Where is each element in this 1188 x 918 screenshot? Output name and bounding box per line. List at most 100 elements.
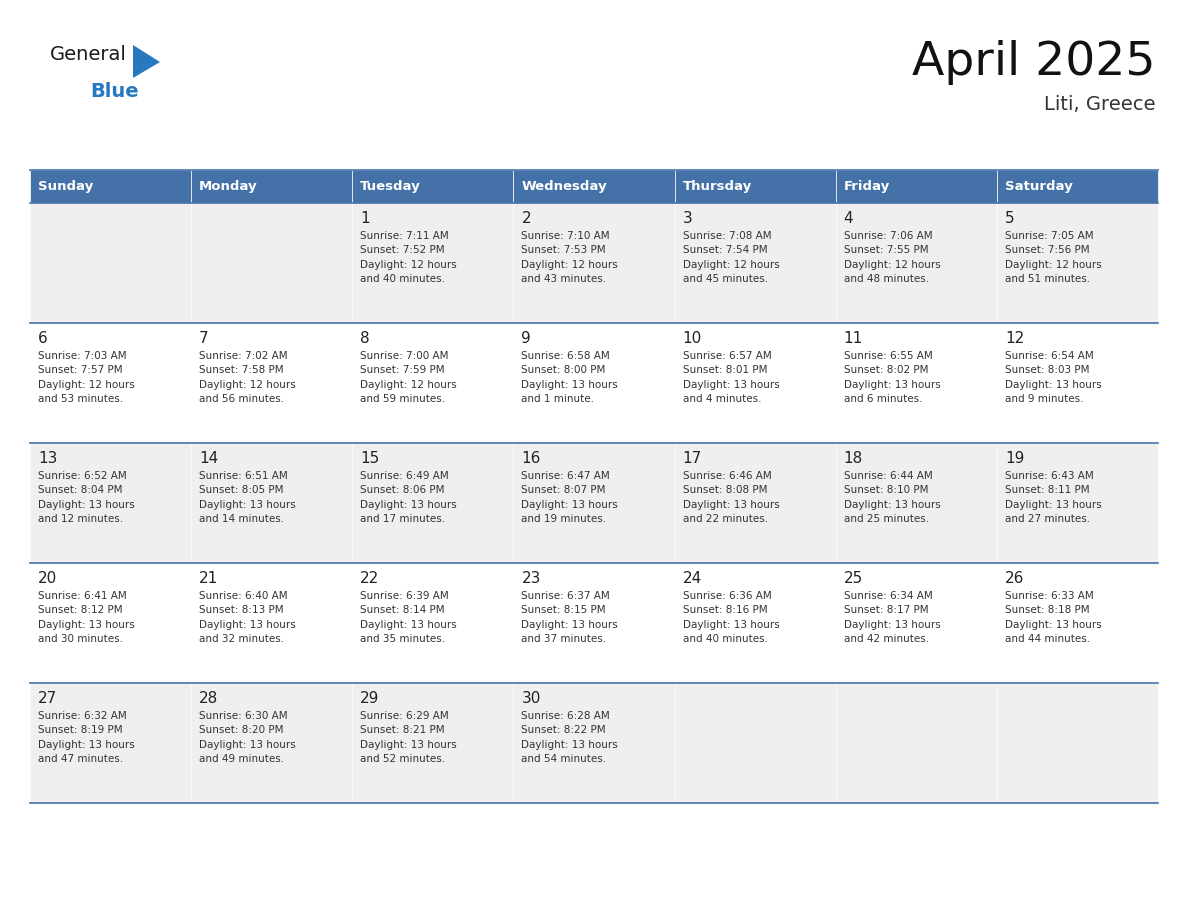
Bar	[997, 683, 1158, 803]
Text: Sunrise: 6:29 AM
Sunset: 8:21 PM
Daylight: 13 hours
and 52 minutes.: Sunrise: 6:29 AM Sunset: 8:21 PM Dayligh…	[360, 711, 457, 764]
Text: 25: 25	[843, 571, 862, 586]
Text: Sunrise: 6:39 AM
Sunset: 8:14 PM
Daylight: 13 hours
and 35 minutes.: Sunrise: 6:39 AM Sunset: 8:14 PM Dayligh…	[360, 591, 457, 644]
Text: Liti, Greece: Liti, Greece	[1043, 95, 1155, 114]
Bar	[997, 203, 1158, 323]
Bar	[675, 683, 835, 803]
Bar	[675, 443, 835, 563]
Text: 29: 29	[360, 691, 380, 706]
Text: Sunrise: 6:43 AM
Sunset: 8:11 PM
Daylight: 13 hours
and 27 minutes.: Sunrise: 6:43 AM Sunset: 8:11 PM Dayligh…	[1005, 471, 1101, 524]
Text: 10: 10	[683, 331, 702, 346]
Text: 19: 19	[1005, 451, 1024, 466]
Text: 18: 18	[843, 451, 862, 466]
Bar	[353, 170, 513, 203]
Text: 5: 5	[1005, 211, 1015, 226]
Bar	[30, 170, 191, 203]
Polygon shape	[133, 45, 160, 78]
Text: 12: 12	[1005, 331, 1024, 346]
Bar	[353, 323, 513, 443]
Bar	[997, 563, 1158, 683]
Text: Sunrise: 6:52 AM
Sunset: 8:04 PM
Daylight: 13 hours
and 12 minutes.: Sunrise: 6:52 AM Sunset: 8:04 PM Dayligh…	[38, 471, 134, 524]
Text: Sunrise: 6:30 AM
Sunset: 8:20 PM
Daylight: 13 hours
and 49 minutes.: Sunrise: 6:30 AM Sunset: 8:20 PM Dayligh…	[200, 711, 296, 764]
Text: 9: 9	[522, 331, 531, 346]
Text: 13: 13	[38, 451, 57, 466]
Text: April 2025: April 2025	[911, 40, 1155, 85]
Bar	[513, 683, 675, 803]
Bar	[30, 443, 191, 563]
Text: 1: 1	[360, 211, 369, 226]
Text: Sunrise: 6:44 AM
Sunset: 8:10 PM
Daylight: 13 hours
and 25 minutes.: Sunrise: 6:44 AM Sunset: 8:10 PM Dayligh…	[843, 471, 941, 524]
Text: Sunrise: 7:11 AM
Sunset: 7:52 PM
Daylight: 12 hours
and 40 minutes.: Sunrise: 7:11 AM Sunset: 7:52 PM Dayligh…	[360, 231, 457, 285]
Text: Sunrise: 7:05 AM
Sunset: 7:56 PM
Daylight: 12 hours
and 51 minutes.: Sunrise: 7:05 AM Sunset: 7:56 PM Dayligh…	[1005, 231, 1101, 285]
Bar	[675, 563, 835, 683]
Text: Sunrise: 6:36 AM
Sunset: 8:16 PM
Daylight: 13 hours
and 40 minutes.: Sunrise: 6:36 AM Sunset: 8:16 PM Dayligh…	[683, 591, 779, 644]
Text: Sunrise: 6:41 AM
Sunset: 8:12 PM
Daylight: 13 hours
and 30 minutes.: Sunrise: 6:41 AM Sunset: 8:12 PM Dayligh…	[38, 591, 134, 644]
Bar	[835, 563, 997, 683]
Text: Sunrise: 6:40 AM
Sunset: 8:13 PM
Daylight: 13 hours
and 32 minutes.: Sunrise: 6:40 AM Sunset: 8:13 PM Dayligh…	[200, 591, 296, 644]
Text: 24: 24	[683, 571, 702, 586]
Text: 23: 23	[522, 571, 541, 586]
Text: 15: 15	[360, 451, 379, 466]
Text: Sunrise: 7:03 AM
Sunset: 7:57 PM
Daylight: 12 hours
and 53 minutes.: Sunrise: 7:03 AM Sunset: 7:57 PM Dayligh…	[38, 351, 134, 404]
Bar	[353, 443, 513, 563]
Bar	[675, 170, 835, 203]
Bar	[997, 170, 1158, 203]
Text: Sunrise: 6:47 AM
Sunset: 8:07 PM
Daylight: 13 hours
and 19 minutes.: Sunrise: 6:47 AM Sunset: 8:07 PM Dayligh…	[522, 471, 618, 524]
Text: Friday: Friday	[843, 180, 890, 193]
Text: 22: 22	[360, 571, 379, 586]
Text: Sunrise: 6:33 AM
Sunset: 8:18 PM
Daylight: 13 hours
and 44 minutes.: Sunrise: 6:33 AM Sunset: 8:18 PM Dayligh…	[1005, 591, 1101, 644]
Text: 26: 26	[1005, 571, 1024, 586]
Bar	[191, 443, 353, 563]
Bar	[675, 203, 835, 323]
Bar	[30, 203, 191, 323]
Text: Sunrise: 7:10 AM
Sunset: 7:53 PM
Daylight: 12 hours
and 43 minutes.: Sunrise: 7:10 AM Sunset: 7:53 PM Dayligh…	[522, 231, 618, 285]
Bar	[835, 203, 997, 323]
Bar	[835, 683, 997, 803]
Text: Sunrise: 6:46 AM
Sunset: 8:08 PM
Daylight: 13 hours
and 22 minutes.: Sunrise: 6:46 AM Sunset: 8:08 PM Dayligh…	[683, 471, 779, 524]
Bar	[191, 170, 353, 203]
Text: Thursday: Thursday	[683, 180, 752, 193]
Text: Sunrise: 6:34 AM
Sunset: 8:17 PM
Daylight: 13 hours
and 42 minutes.: Sunrise: 6:34 AM Sunset: 8:17 PM Dayligh…	[843, 591, 941, 644]
Text: Sunrise: 7:06 AM
Sunset: 7:55 PM
Daylight: 12 hours
and 48 minutes.: Sunrise: 7:06 AM Sunset: 7:55 PM Dayligh…	[843, 231, 941, 285]
Text: Saturday: Saturday	[1005, 180, 1073, 193]
Text: 16: 16	[522, 451, 541, 466]
Text: Sunrise: 6:51 AM
Sunset: 8:05 PM
Daylight: 13 hours
and 14 minutes.: Sunrise: 6:51 AM Sunset: 8:05 PM Dayligh…	[200, 471, 296, 524]
Bar	[835, 323, 997, 443]
Text: Sunrise: 6:55 AM
Sunset: 8:02 PM
Daylight: 13 hours
and 6 minutes.: Sunrise: 6:55 AM Sunset: 8:02 PM Dayligh…	[843, 351, 941, 404]
Text: 17: 17	[683, 451, 702, 466]
Bar	[513, 170, 675, 203]
Text: 28: 28	[200, 691, 219, 706]
Text: Sunrise: 6:54 AM
Sunset: 8:03 PM
Daylight: 13 hours
and 9 minutes.: Sunrise: 6:54 AM Sunset: 8:03 PM Dayligh…	[1005, 351, 1101, 404]
Text: 8: 8	[360, 331, 369, 346]
Text: Sunrise: 6:37 AM
Sunset: 8:15 PM
Daylight: 13 hours
and 37 minutes.: Sunrise: 6:37 AM Sunset: 8:15 PM Dayligh…	[522, 591, 618, 644]
Bar	[513, 323, 675, 443]
Text: Sunrise: 7:00 AM
Sunset: 7:59 PM
Daylight: 12 hours
and 59 minutes.: Sunrise: 7:00 AM Sunset: 7:59 PM Dayligh…	[360, 351, 457, 404]
Bar	[30, 563, 191, 683]
Text: Sunrise: 6:58 AM
Sunset: 8:00 PM
Daylight: 13 hours
and 1 minute.: Sunrise: 6:58 AM Sunset: 8:00 PM Dayligh…	[522, 351, 618, 404]
Bar	[835, 170, 997, 203]
Text: 30: 30	[522, 691, 541, 706]
Bar	[997, 443, 1158, 563]
Bar	[191, 683, 353, 803]
Bar	[353, 683, 513, 803]
Text: Sunrise: 7:02 AM
Sunset: 7:58 PM
Daylight: 12 hours
and 56 minutes.: Sunrise: 7:02 AM Sunset: 7:58 PM Dayligh…	[200, 351, 296, 404]
Text: 11: 11	[843, 331, 862, 346]
Text: 7: 7	[200, 331, 209, 346]
Text: Sunday: Sunday	[38, 180, 93, 193]
Text: Blue: Blue	[90, 82, 139, 101]
Text: Sunrise: 6:32 AM
Sunset: 8:19 PM
Daylight: 13 hours
and 47 minutes.: Sunrise: 6:32 AM Sunset: 8:19 PM Dayligh…	[38, 711, 134, 764]
Bar	[30, 323, 191, 443]
Text: 27: 27	[38, 691, 57, 706]
Text: Sunrise: 7:08 AM
Sunset: 7:54 PM
Daylight: 12 hours
and 45 minutes.: Sunrise: 7:08 AM Sunset: 7:54 PM Dayligh…	[683, 231, 779, 285]
Text: 2: 2	[522, 211, 531, 226]
Text: Sunrise: 6:28 AM
Sunset: 8:22 PM
Daylight: 13 hours
and 54 minutes.: Sunrise: 6:28 AM Sunset: 8:22 PM Dayligh…	[522, 711, 618, 764]
Bar	[353, 563, 513, 683]
Text: 21: 21	[200, 571, 219, 586]
Bar	[191, 563, 353, 683]
Text: Tuesday: Tuesday	[360, 180, 421, 193]
Text: Monday: Monday	[200, 180, 258, 193]
Bar	[353, 203, 513, 323]
Bar	[30, 683, 191, 803]
Text: General: General	[50, 45, 127, 64]
Bar	[835, 443, 997, 563]
Bar	[675, 323, 835, 443]
